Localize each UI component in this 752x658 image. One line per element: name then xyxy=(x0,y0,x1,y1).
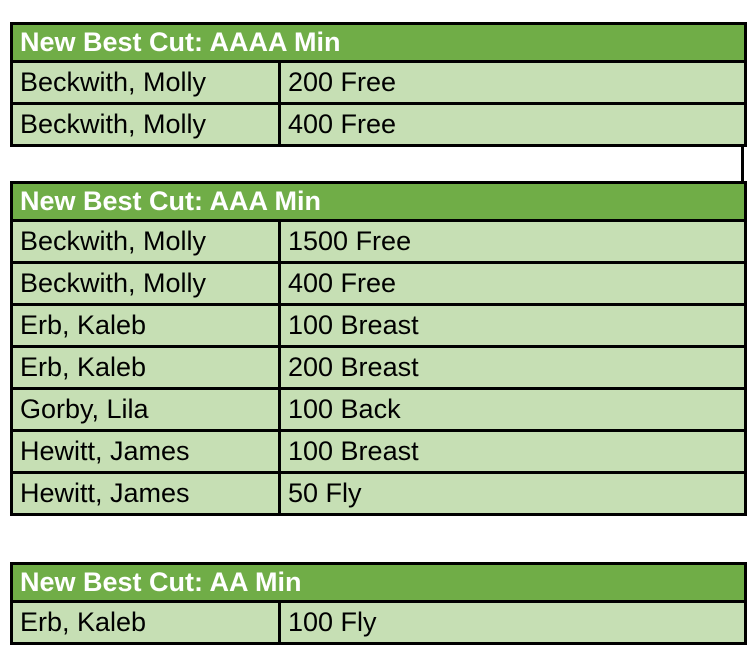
tables-root: New Best Cut: AAAA Min Beckwith, Molly 200… xyxy=(10,22,747,645)
table-header-row: New Best Cut: AAAA Min xyxy=(10,22,747,63)
table-row: Erb, Kaleb 100 Fly xyxy=(10,600,747,645)
table-title: New Best Cut: AAA Min xyxy=(10,181,747,222)
best-cut-table: New Best Cut: AAAA Min Beckwith, Molly 200… xyxy=(10,22,747,147)
swimmer-name-cell: Hewitt, James xyxy=(10,429,281,474)
table-row: Beckwith, Molly 400 Free xyxy=(10,261,747,306)
table-gap-spacer xyxy=(10,147,744,181)
event-cell: 100 Breast xyxy=(278,303,747,348)
table-title: New Best Cut: AA Min xyxy=(10,562,747,603)
table-row: Beckwith, Molly 1500 Free xyxy=(10,219,747,264)
event-cell: 100 Back xyxy=(278,387,747,432)
right-edge-border-line xyxy=(741,147,744,181)
table-row: Beckwith, Molly 400 Free xyxy=(10,102,747,147)
table-row: Erb, Kaleb 100 Breast xyxy=(10,303,747,348)
table-header-row: New Best Cut: AAA Min xyxy=(10,181,747,222)
swimmer-name-cell: Gorby, Lila xyxy=(10,387,281,432)
best-cut-table: New Best Cut: AA Min Erb, Kaleb 100 Fly xyxy=(10,562,747,645)
table-row: Gorby, Lila 100 Back xyxy=(10,387,747,432)
event-cell: 100 Breast xyxy=(278,429,747,474)
swimmer-name-cell: Erb, Kaleb xyxy=(10,303,281,348)
best-cut-table: New Best Cut: AAA Min Beckwith, Molly 1500… xyxy=(10,181,747,516)
swimmer-name-cell: Erb, Kaleb xyxy=(10,600,281,645)
event-cell: 50 Fly xyxy=(278,471,747,516)
table-row: Hewitt, James 50 Fly xyxy=(10,471,747,516)
event-cell: 200 Free xyxy=(278,60,747,105)
swimmer-name-cell: Beckwith, Molly xyxy=(10,102,281,147)
table-row: Hewitt, James 100 Breast xyxy=(10,429,747,474)
swimmer-name-cell: Beckwith, Molly xyxy=(10,219,281,264)
swimmer-name-cell: Hewitt, James xyxy=(10,471,281,516)
table-row: Beckwith, Molly 200 Free xyxy=(10,60,747,105)
event-cell: 1500 Free xyxy=(278,219,747,264)
event-cell: 100 Fly xyxy=(278,600,747,645)
swimmer-name-cell: Beckwith, Molly xyxy=(10,261,281,306)
table-row: Erb, Kaleb 200 Breast xyxy=(10,345,747,390)
table-title: New Best Cut: AAAA Min xyxy=(10,22,747,63)
event-cell: 400 Free xyxy=(278,102,747,147)
event-cell: 400 Free xyxy=(278,261,747,306)
table-header-row: New Best Cut: AA Min xyxy=(10,562,747,603)
event-cell: 200 Breast xyxy=(278,345,747,390)
swimmer-name-cell: Erb, Kaleb xyxy=(10,345,281,390)
table-gap-spacer xyxy=(10,516,744,562)
swimmer-name-cell: Beckwith, Molly xyxy=(10,60,281,105)
